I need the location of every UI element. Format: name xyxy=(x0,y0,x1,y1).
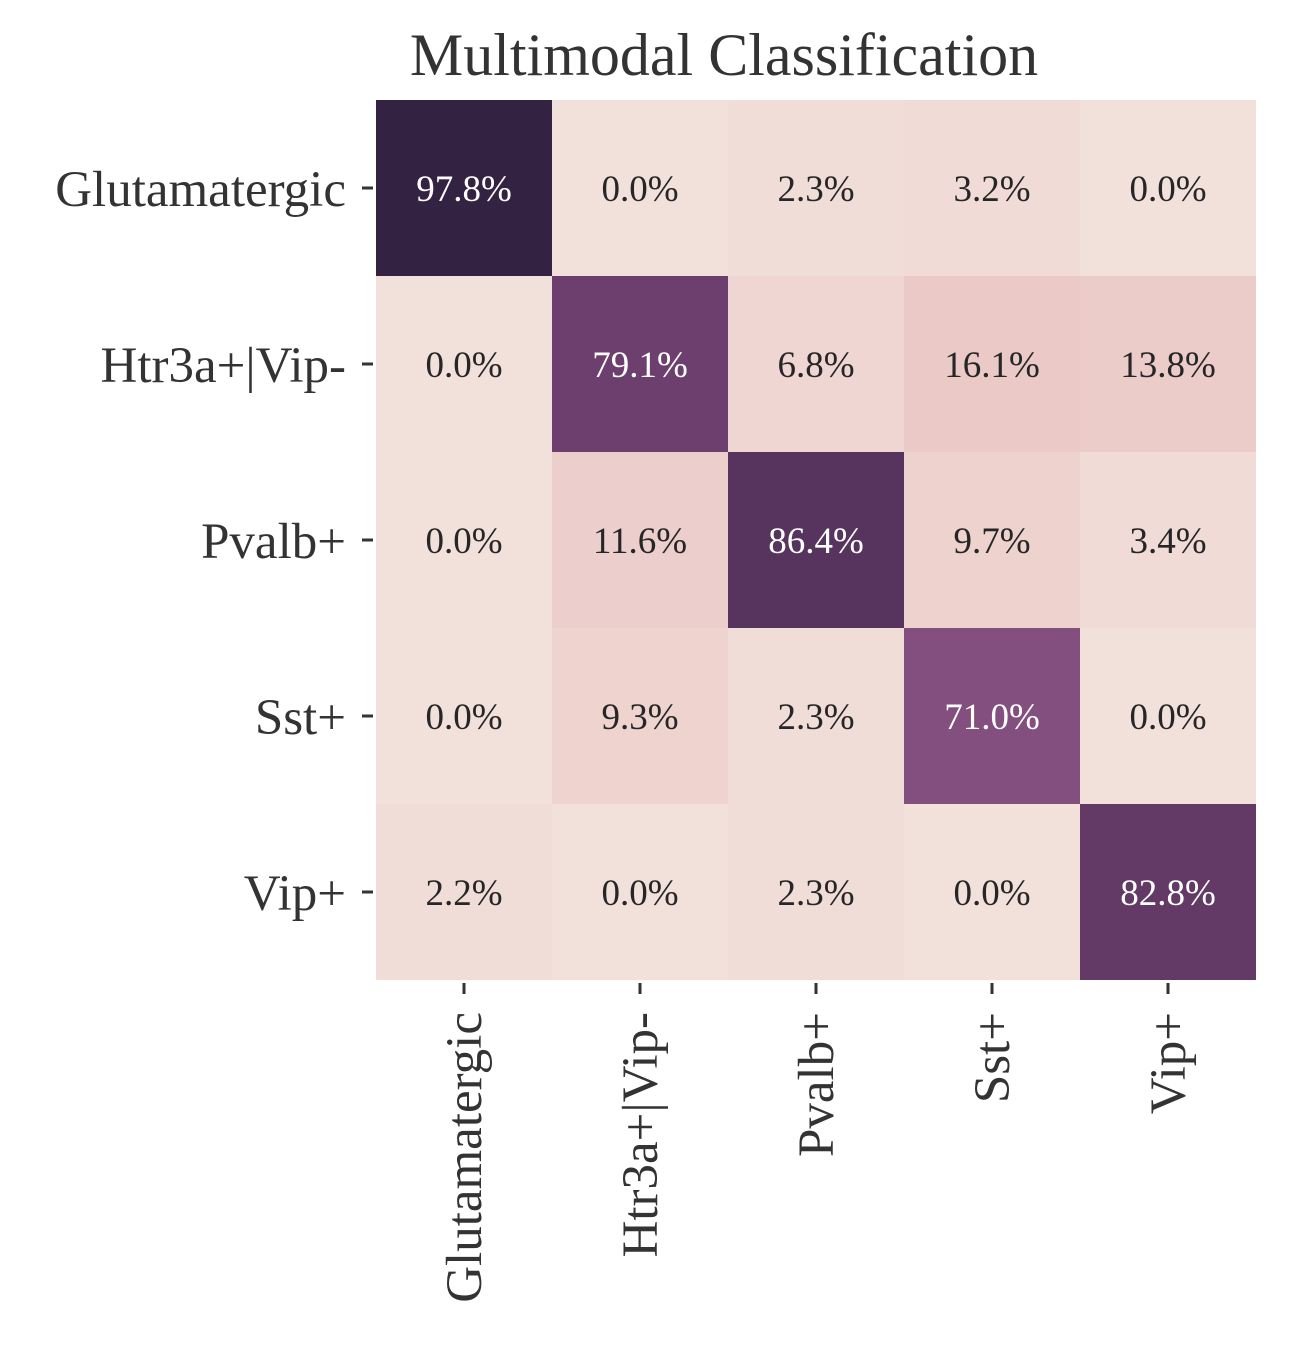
heatmap-cells xyxy=(376,100,1256,980)
heatmap-cell-htr3a-vip-htr3a-vip xyxy=(552,276,728,452)
heatmap-cell-vip-glutamatergic xyxy=(376,804,552,980)
heatmap-cell-pvalb-sst xyxy=(904,452,1080,628)
heatmap-cell-vip-vip xyxy=(1080,804,1256,980)
cell-label-htr3a-vip-vip: 13.8% xyxy=(1120,345,1216,386)
y-axis: Glutamatergic Htr3a+|Vip- Pvalb+ Sst+ Vip+ xyxy=(55,162,373,922)
x-tick-label-htr3a-vip: Htr3a+|Vip- xyxy=(613,1012,669,1258)
x-tick-label-vip: Vip+ xyxy=(1141,1012,1197,1114)
cell-label-glutamatergic-htr3a-vip: 0.0% xyxy=(601,169,678,210)
y-tick-label-sst: Sst+ xyxy=(255,690,346,746)
cell-label-htr3a-vip-sst: 16.1% xyxy=(944,345,1040,386)
heatmap-cell-htr3a-vip-pvalb xyxy=(728,276,904,452)
cell-label-sst-htr3a-vip: 9.3% xyxy=(601,697,678,738)
x-tick-label-glutamatergic: Glutamatergic xyxy=(437,1012,493,1303)
cell-label-sst-sst: 71.0% xyxy=(944,697,1040,738)
heatmap-cell-sst-glutamatergic xyxy=(376,628,552,804)
cell-label-pvalb-pvalb: 86.4% xyxy=(768,521,864,562)
y-tick-label-htr3a-vip: Htr3a+|Vip- xyxy=(100,338,346,394)
heatmap-cell-glutamatergic-glutamatergic xyxy=(376,100,552,276)
cell-label-vip-htr3a-vip: 0.0% xyxy=(601,873,678,914)
heatmap-cell-glutamatergic-sst xyxy=(904,100,1080,276)
cell-label-htr3a-vip-htr3a-vip: 79.1% xyxy=(592,345,688,386)
chart-title: Multimodal Classification xyxy=(410,22,1038,88)
y-tick-label-glutamatergic: Glutamatergic xyxy=(55,162,346,218)
cell-label-glutamatergic-glutamatergic: 97.8% xyxy=(416,169,512,210)
heatmap-cell-htr3a-vip-glutamatergic xyxy=(376,276,552,452)
heatmap-cell-sst-htr3a-vip xyxy=(552,628,728,804)
heatmap-cell-htr3a-vip-vip xyxy=(1080,276,1256,452)
cell-label-vip-sst: 0.0% xyxy=(953,873,1030,914)
heatmap-cell-sst-pvalb xyxy=(728,628,904,804)
cell-label-sst-glutamatergic: 0.0% xyxy=(425,697,502,738)
heatmap-cell-sst-sst xyxy=(904,628,1080,804)
y-tick-label-vip: Vip+ xyxy=(244,866,346,922)
heatmap-cell-vip-pvalb xyxy=(728,804,904,980)
cell-label-htr3a-vip-pvalb: 6.8% xyxy=(777,345,854,386)
cell-label-vip-pvalb: 2.3% xyxy=(777,873,854,914)
heatmap-cell-sst-vip xyxy=(1080,628,1256,804)
cell-label-glutamatergic-pvalb: 2.3% xyxy=(777,169,854,210)
heatmap-cell-vip-sst xyxy=(904,804,1080,980)
cell-label-glutamatergic-sst: 3.2% xyxy=(953,169,1030,210)
heatmap-cell-labels: 97.8% 0.0% 2.3% 3.2% 0.0% 0.0% 79.1% 6.8% 16.1% 1… xyxy=(416,169,1216,914)
x-tick-label-sst: Sst+ xyxy=(965,1012,1021,1103)
cell-label-vip-vip: 82.8% xyxy=(1120,873,1216,914)
heatmap-cell-glutamatergic-htr3a-vip xyxy=(552,100,728,276)
heatmap-cell-glutamatergic-pvalb xyxy=(728,100,904,276)
cell-label-pvalb-sst: 9.7% xyxy=(953,521,1030,562)
cell-label-pvalb-vip: 3.4% xyxy=(1129,521,1206,562)
y-tick-label-pvalb: Pvalb+ xyxy=(201,514,346,570)
heatmap-cell-pvalb-vip xyxy=(1080,452,1256,628)
heatmap-cell-glutamatergic-vip xyxy=(1080,100,1256,276)
heatmap-cell-pvalb-pvalb xyxy=(728,452,904,628)
heatmap-cell-vip-htr3a-vip xyxy=(552,804,728,980)
heatmap-cell-pvalb-glutamatergic xyxy=(376,452,552,628)
cell-label-htr3a-vip-glutamatergic: 0.0% xyxy=(425,345,502,386)
cell-label-pvalb-htr3a-vip: 11.6% xyxy=(593,521,687,562)
cell-label-sst-vip: 0.0% xyxy=(1129,697,1206,738)
x-axis: Glutamatergic Htr3a+|Vip- Pvalb+ Sst+ Vip+ xyxy=(437,983,1197,1303)
x-tick-label-pvalb: Pvalb+ xyxy=(789,1012,845,1157)
cell-label-vip-glutamatergic: 2.2% xyxy=(425,873,502,914)
cell-label-pvalb-glutamatergic: 0.0% xyxy=(425,521,502,562)
cell-label-sst-pvalb: 2.3% xyxy=(777,697,854,738)
heatmap-cell-htr3a-vip-sst xyxy=(904,276,1080,452)
cell-label-glutamatergic-vip: 0.0% xyxy=(1129,169,1206,210)
heatmap-cell-pvalb-htr3a-vip xyxy=(552,452,728,628)
